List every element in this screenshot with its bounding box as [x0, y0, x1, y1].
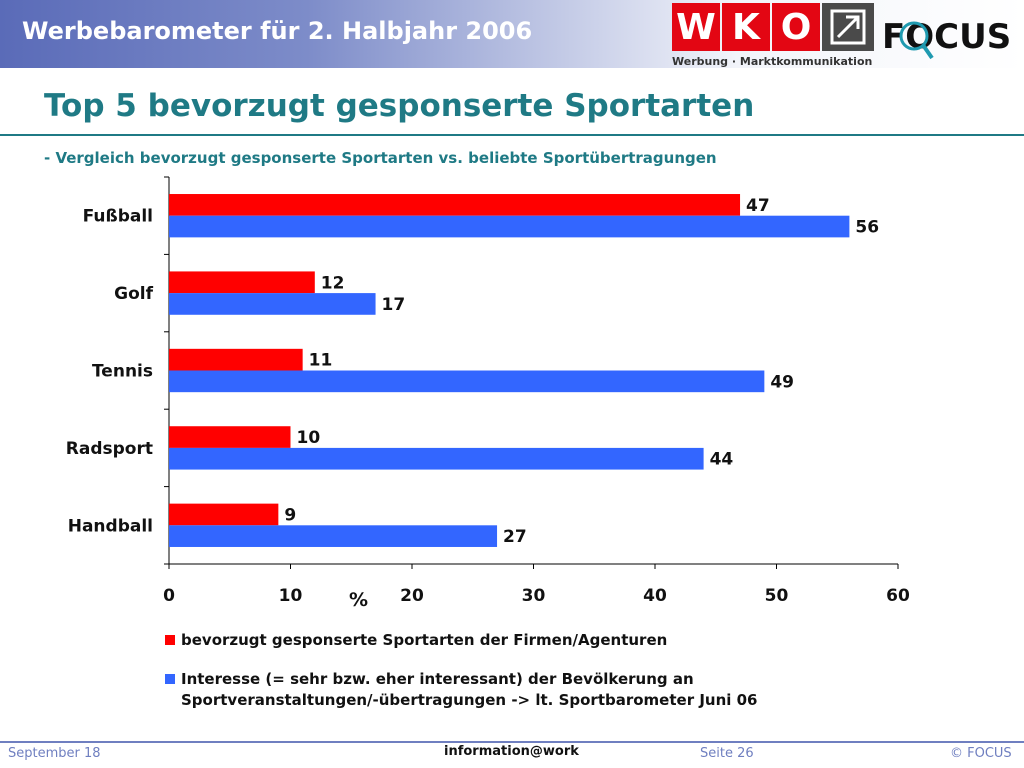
category-label-radsport: Radsport — [66, 439, 153, 459]
data-label-fussball-series-2: 56 — [855, 218, 879, 238]
wko-letter-k: K — [722, 3, 770, 51]
x-tick-label: 50 — [765, 586, 789, 606]
bar-tennis-series-2 — [169, 370, 765, 393]
legend-item-sponsoring: bevorzugt gesponserte Sportarten der Fir… — [165, 630, 861, 651]
x-tick-label: 30 — [522, 586, 546, 606]
footer-page: Seite 26 — [700, 746, 754, 761]
legend-label-sponsoring: bevorzugt gesponserte Sportarten der Fir… — [181, 631, 668, 649]
data-label-radsport-series-1: 10 — [297, 428, 321, 448]
bar-radsport-series-2 — [169, 447, 704, 470]
bar-fussball-series-2 — [169, 215, 850, 238]
data-label-golf-series-2: 17 — [382, 295, 406, 315]
data-label-tennis-series-2: 49 — [770, 372, 794, 392]
arrow-up-right-icon — [822, 3, 874, 51]
footer-brand: information@work — [444, 744, 579, 759]
footer-copyright: © FOCUS — [950, 746, 1012, 761]
title-divider — [0, 134, 1024, 136]
x-tick-label: 20 — [400, 586, 424, 606]
x-tick-label: 0 — [163, 586, 175, 606]
legend-swatch-blue — [165, 674, 175, 684]
slide-subtitle: - Vergleich bevorzugt gesponserte Sporta… — [44, 149, 717, 167]
legend-swatch-red — [165, 635, 175, 645]
x-tick-label: 60 — [886, 586, 910, 606]
data-label-handball-series-2: 27 — [503, 527, 527, 547]
bar-tennis-series-1 — [169, 348, 303, 371]
bar-handball-series-2 — [169, 525, 498, 547]
focus-logo-text: FOCUS — [882, 17, 1010, 57]
data-label-radsport-series-2: 44 — [710, 450, 734, 470]
wko-subtitle: Werbung · Marktkommunikation — [672, 55, 873, 68]
bar-golf-series-1 — [169, 271, 315, 294]
category-label-fussball: Fußball — [83, 207, 153, 227]
footer-date: September 18 — [8, 746, 101, 761]
header-title: Werbebarometer für 2. Halbjahr 2006 — [22, 17, 533, 45]
data-label-fussball-series-1: 47 — [746, 196, 770, 216]
category-label-golf: Golf — [114, 284, 153, 304]
footer-divider — [0, 741, 1024, 743]
data-label-handball-series-1: 9 — [284, 505, 296, 525]
wko-logo: W K O Werbung · Marktkommunikation — [672, 3, 876, 69]
bar-handball-series-1 — [169, 503, 279, 526]
x-tick-label: 10 — [279, 586, 303, 606]
x-tick-label: 40 — [643, 586, 667, 606]
x-axis-label: % — [349, 589, 368, 611]
category-label-handball: Handball — [68, 516, 153, 536]
bar-golf-series-2 — [169, 293, 376, 315]
data-label-tennis-series-1: 11 — [309, 351, 333, 371]
legend-item-interest: Interesse (= sehr bzw. eher interessant)… — [165, 669, 861, 711]
wko-letter-o: O — [772, 3, 820, 51]
bar-radsport-series-1 — [169, 426, 291, 448]
wko-letter-w: W — [672, 3, 720, 51]
category-label-tennis: Tennis — [92, 362, 153, 382]
bar-fussball-series-1 — [169, 194, 741, 216]
focus-logo: FOCUS — [880, 8, 1011, 68]
legend-label-interest: Interesse (= sehr bzw. eher interessant)… — [181, 670, 758, 709]
slide-title: Top 5 bevorzugt gesponserte Sportarten — [44, 88, 755, 124]
data-label-golf-series-1: 12 — [321, 273, 345, 293]
